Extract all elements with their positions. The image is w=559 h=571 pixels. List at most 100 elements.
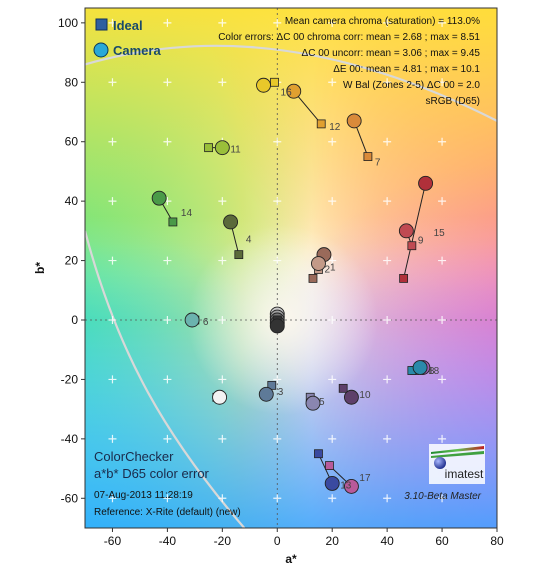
camera-marker-11 [214, 140, 230, 156]
grid-plus [218, 197, 227, 206]
patch-label-10: 10 [359, 390, 371, 401]
camera-marker-15 [418, 175, 434, 191]
legend-camera-label: Camera [113, 43, 161, 58]
logo-text: imatest [445, 467, 484, 481]
grid-plus [108, 434, 117, 443]
error-line-15 [403, 183, 427, 279]
logo-stripes [431, 446, 484, 454]
grid-plus [438, 316, 447, 324]
y-tick-label: 20 [65, 254, 79, 268]
grid-plus [438, 137, 447, 146]
grid-plus [108, 78, 117, 87]
patch-label-1: 1 [330, 263, 336, 274]
grid-plus [273, 256, 282, 265]
x-tick-label: 80 [490, 534, 504, 548]
grid-plus [273, 197, 282, 206]
grid-plus [163, 256, 172, 265]
grid-plus [218, 434, 227, 443]
grid-plus [438, 197, 447, 206]
grid-plus [438, 256, 447, 265]
grid-plus [273, 375, 282, 384]
info-reference: Reference: X-Rite (default) (new) [94, 507, 241, 518]
grid-plus [328, 197, 337, 206]
ideal-marker-17 [325, 461, 334, 471]
y-tick-label: 80 [65, 75, 79, 89]
grid-plus [383, 494, 392, 503]
patch-label-13: 13 [340, 480, 352, 491]
y-tick-label: 0 [71, 313, 78, 327]
grid-plus [163, 18, 172, 27]
grid-plus [438, 375, 447, 384]
camera-marker-24 [269, 318, 285, 334]
grid-plus [328, 316, 337, 324]
ideal-marker-14 [168, 217, 178, 227]
grid-plus [163, 78, 172, 87]
info-block: ColorChecker a*b* D65 color error 07-Aug… [94, 449, 241, 518]
grid-plus [218, 78, 227, 87]
grid-plus [163, 137, 172, 146]
patch-label-3: 3 [278, 387, 284, 398]
grid-plus [108, 494, 117, 503]
camera-marker-18 [412, 360, 428, 375]
x-tick-label: 40 [380, 534, 394, 548]
x-axis-label: a* [285, 552, 297, 566]
x-tick-label: 20 [326, 534, 340, 548]
ideal-marker-16 [270, 77, 279, 87]
y-tick-label: -40 [61, 432, 79, 446]
stat-wbal: W Bal (Zones 2-5) ΔC 00 = 2.0 [343, 80, 480, 91]
patch-label-17: 17 [359, 473, 371, 484]
legend-ideal-marker [95, 18, 108, 31]
ideal-marker-7 [363, 152, 373, 161]
grid-plus [163, 316, 172, 324]
grid-plus [328, 375, 337, 384]
camera-marker-7 [346, 113, 362, 129]
patch-label-15: 15 [434, 228, 446, 239]
legend-ideal-label: Ideal [113, 18, 143, 33]
gamut-boundary-top [85, 44, 497, 122]
camera-marker-4 [223, 214, 239, 230]
camera-marker-17 [343, 478, 359, 494]
patch-label-11: 11 [230, 145, 241, 156]
grid-plus [163, 434, 172, 443]
gamut-boundary-left [85, 230, 246, 528]
legend: Ideal Camera [93, 18, 161, 58]
grid-plus [328, 18, 337, 27]
patch-label-7: 7 [375, 158, 381, 169]
ideal-marker-12 [316, 119, 326, 129]
camera-marker-3 [258, 386, 274, 402]
grid-plus [328, 256, 337, 265]
grid-plus [218, 256, 227, 265]
logo-ball [434, 457, 446, 469]
patch-markers [151, 77, 434, 494]
grid-plus [383, 375, 392, 384]
grid-plus [383, 316, 392, 324]
grid-plus [383, 137, 392, 146]
grid-plus [218, 375, 227, 384]
patch-label-16: 16 [281, 87, 293, 98]
info-title: ColorChecker [94, 449, 174, 464]
patch-label-5: 5 [319, 397, 325, 408]
grid-plus [108, 197, 117, 206]
grid-plus [328, 78, 337, 87]
axes: -60 -40 -20 0 20 40 60 80 -60 -40 -20 0 20 40 60 80 100 a… [33, 16, 504, 566]
camera-marker-12 [286, 83, 302, 99]
version-label: 3.10-Beta Master [404, 491, 481, 502]
patch-label-18: 18 [428, 366, 440, 377]
grid-plus [383, 197, 392, 206]
grid-plus [438, 434, 447, 443]
x-tick-label: -40 [159, 534, 177, 548]
grid-plus [383, 18, 392, 27]
stat-mean-chroma: Mean camera chroma (saturation) = 113.0% [285, 16, 480, 27]
patch-label-4: 4 [246, 234, 252, 245]
y-tick-label: -60 [61, 491, 79, 505]
camera-marker-14 [151, 190, 167, 206]
grid-plus [383, 434, 392, 443]
grid-plus [273, 137, 282, 146]
camera-marker-2 [311, 256, 326, 271]
info-date: 07-Aug-2013 11:28:19 [94, 490, 193, 501]
patch-label-6: 6 [203, 317, 209, 328]
stat-de: ΔE 00: mean = 4.81 ; max = 10.1 [333, 64, 480, 75]
grid-plus [273, 18, 282, 27]
grid-plus [218, 18, 227, 27]
ideal-marker-10 [338, 383, 348, 393]
